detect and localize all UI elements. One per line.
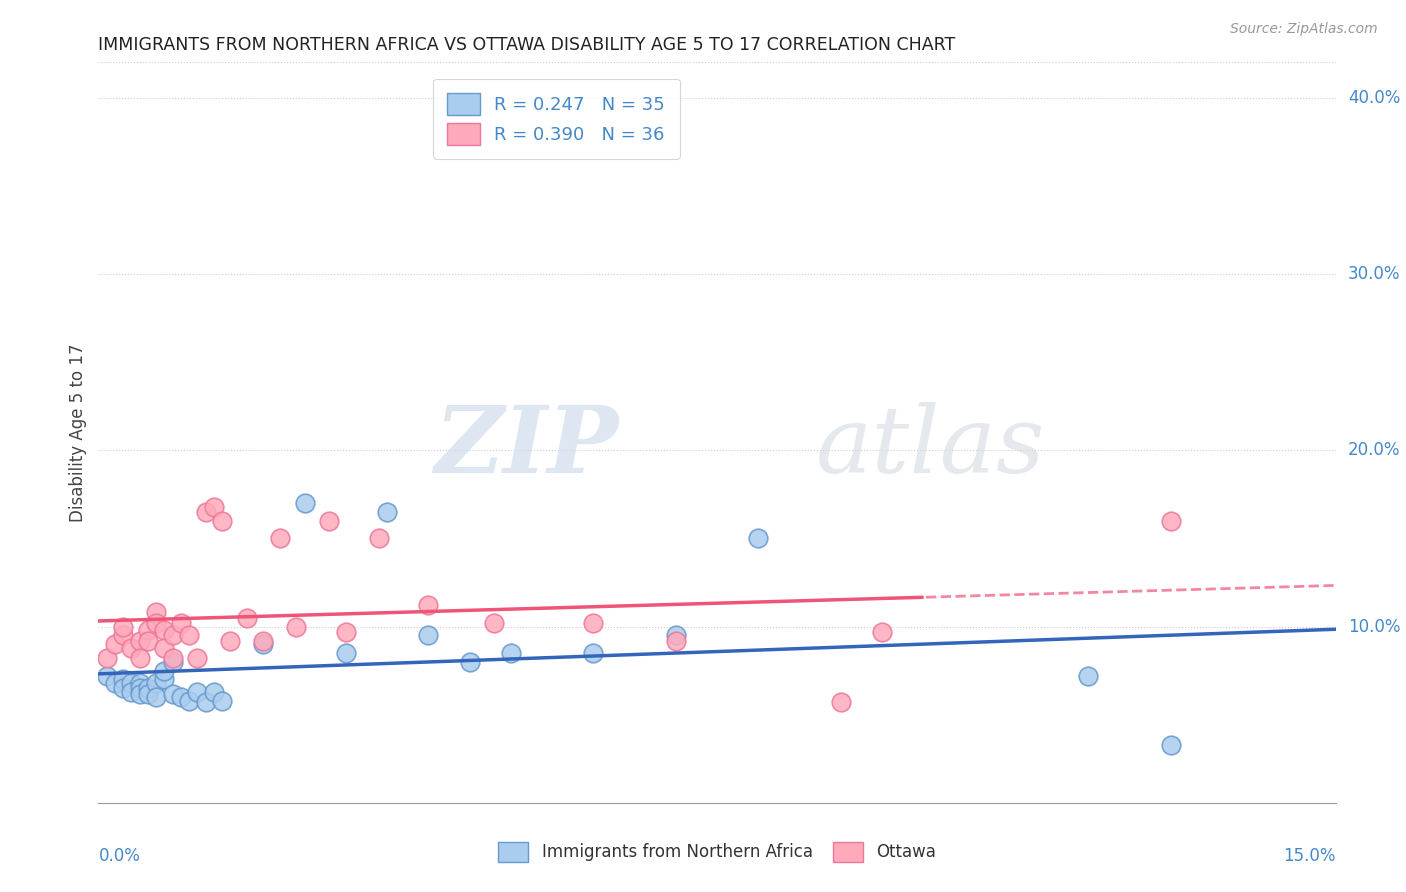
Point bbox=[236, 611, 259, 625]
Point bbox=[112, 673, 135, 687]
Point bbox=[145, 606, 167, 620]
Point bbox=[186, 685, 208, 699]
Point bbox=[665, 633, 688, 648]
Point bbox=[375, 505, 398, 519]
Point bbox=[582, 646, 605, 660]
Point bbox=[179, 693, 201, 707]
Point bbox=[335, 646, 357, 660]
Point bbox=[145, 690, 167, 704]
Text: Source: ZipAtlas.com: Source: ZipAtlas.com bbox=[1230, 22, 1378, 37]
Point bbox=[112, 619, 135, 633]
Point bbox=[136, 681, 159, 696]
Point bbox=[104, 676, 127, 690]
Text: 10.0%: 10.0% bbox=[1348, 617, 1400, 635]
Text: IMMIGRANTS FROM NORTHERN AFRICA VS OTTAWA DISABILITY AGE 5 TO 17 CORRELATION CHA: IMMIGRANTS FROM NORTHERN AFRICA VS OTTAW… bbox=[98, 36, 956, 54]
Point bbox=[179, 628, 201, 642]
Point bbox=[747, 532, 769, 546]
Point bbox=[104, 637, 127, 651]
Point bbox=[418, 628, 440, 642]
Text: atlas: atlas bbox=[815, 402, 1046, 492]
Point bbox=[120, 640, 142, 655]
Point bbox=[285, 619, 308, 633]
Point bbox=[162, 651, 184, 665]
Point bbox=[136, 623, 159, 637]
Text: 15.0%: 15.0% bbox=[1284, 847, 1336, 865]
Point bbox=[252, 637, 274, 651]
Point bbox=[170, 690, 193, 704]
Point bbox=[162, 655, 184, 669]
Point bbox=[830, 695, 852, 709]
Point bbox=[202, 500, 225, 514]
Point bbox=[153, 673, 176, 687]
Point bbox=[128, 676, 150, 690]
Point bbox=[153, 623, 176, 637]
Point bbox=[120, 676, 142, 690]
Point bbox=[335, 624, 357, 639]
Point bbox=[194, 695, 217, 709]
Point bbox=[252, 633, 274, 648]
Point bbox=[458, 655, 481, 669]
Point bbox=[128, 651, 150, 665]
Point bbox=[294, 496, 316, 510]
Point bbox=[318, 514, 340, 528]
Point bbox=[202, 685, 225, 699]
Point bbox=[153, 640, 176, 655]
Point bbox=[136, 633, 159, 648]
Point bbox=[194, 505, 217, 519]
Point bbox=[484, 615, 506, 630]
Point bbox=[170, 615, 193, 630]
Point bbox=[153, 664, 176, 678]
Y-axis label: Disability Age 5 to 17: Disability Age 5 to 17 bbox=[69, 343, 87, 522]
Point bbox=[128, 633, 150, 648]
Point bbox=[186, 651, 208, 665]
Point bbox=[665, 628, 688, 642]
Point bbox=[499, 646, 522, 660]
Point bbox=[145, 676, 167, 690]
Point bbox=[211, 693, 233, 707]
Point bbox=[96, 669, 118, 683]
Point bbox=[128, 686, 150, 700]
Point bbox=[162, 628, 184, 642]
Point bbox=[367, 532, 389, 546]
Point bbox=[145, 615, 167, 630]
Legend: Immigrants from Northern Africa, Ottawa: Immigrants from Northern Africa, Ottawa bbox=[492, 835, 942, 869]
Text: 40.0%: 40.0% bbox=[1348, 88, 1400, 107]
Point bbox=[269, 532, 291, 546]
Point bbox=[112, 681, 135, 696]
Point bbox=[1160, 514, 1182, 528]
Point bbox=[211, 514, 233, 528]
Point bbox=[1077, 669, 1099, 683]
Point bbox=[870, 624, 893, 639]
Point bbox=[219, 633, 242, 648]
Text: 20.0%: 20.0% bbox=[1348, 442, 1400, 459]
Point bbox=[128, 681, 150, 696]
Text: ZIP: ZIP bbox=[434, 402, 619, 492]
Point bbox=[418, 599, 440, 613]
Point bbox=[582, 615, 605, 630]
Point bbox=[120, 685, 142, 699]
Point bbox=[1160, 738, 1182, 752]
Text: 30.0%: 30.0% bbox=[1348, 265, 1400, 283]
Point bbox=[162, 686, 184, 700]
Point bbox=[96, 651, 118, 665]
Text: 0.0%: 0.0% bbox=[98, 847, 141, 865]
Point bbox=[112, 628, 135, 642]
Point bbox=[136, 686, 159, 700]
